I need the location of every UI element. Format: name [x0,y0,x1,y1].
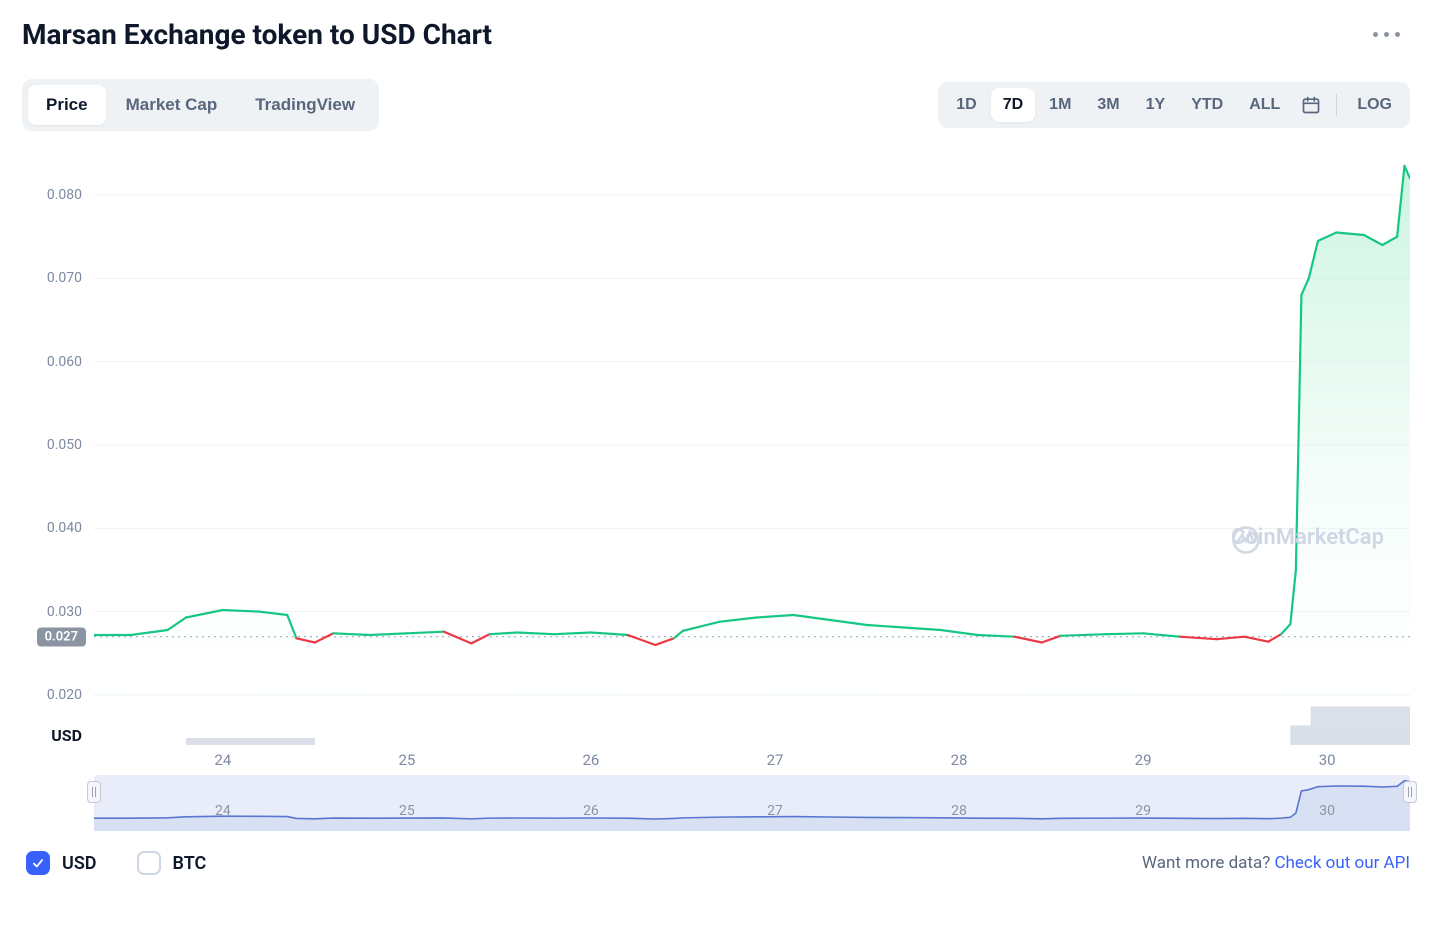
navigator-handle-left[interactable] [87,781,101,803]
api-promo: Want more data? Check out our API [1142,853,1410,873]
navigator-handle-right[interactable] [1403,781,1417,803]
navigator-tick-label: 30 [1319,803,1335,819]
toggle-usd[interactable]: USD [26,851,97,875]
range-1y[interactable]: 1Y [1134,88,1178,122]
range-1d[interactable]: 1D [944,88,988,122]
range-1m[interactable]: 1M [1037,88,1083,122]
range-3m[interactable]: 3M [1085,88,1131,122]
y-tick-label: 0.040 [47,520,82,536]
y-tick-label: 0.070 [47,270,82,286]
range-7d[interactable]: 7D [991,88,1035,122]
navigator-tick-label: 29 [1135,803,1151,819]
toggle-btc[interactable]: BTC [137,851,207,875]
navigator-tick-label: 26 [583,803,599,819]
y-tick-label: 0.080 [47,187,82,203]
y-tick-label: 0.060 [47,354,82,370]
x-tick-label: 26 [583,751,600,769]
y-tick-label: 0.050 [47,437,82,453]
chart-plot-area[interactable]: CoinMarketCap [94,145,1410,745]
y-tick-label: 0.030 [47,604,82,620]
more-menu-button[interactable] [1363,26,1410,43]
y-axis-unit: USD [51,726,82,745]
x-tick-label: 24 [214,751,231,769]
chart-mode-tabs: Price Market Cap TradingView [22,79,379,131]
x-tick-label: 25 [398,751,415,769]
checkbox-usd[interactable] [26,851,50,875]
price-chart: 0.027 USD 0.020 0.030 0.040 0.050 0.060 0.070… [22,145,1410,745]
x-tick-label: 30 [1319,751,1336,769]
tab-tradingview[interactable]: TradingView [237,85,373,125]
navigator-tick-label: 25 [399,803,415,819]
navigator-tick-label: 24 [215,803,231,819]
tab-marketcap[interactable]: Market Cap [108,85,236,125]
x-tick-label: 28 [951,751,968,769]
page-title: Marsan Exchange token to USD Chart [22,18,492,51]
range-all[interactable]: ALL [1237,88,1292,122]
reference-price-pill: 0.027 [37,627,86,646]
range-ytd[interactable]: YTD [1179,88,1235,122]
tab-price[interactable]: Price [28,85,106,125]
toggle-usd-label: USD [62,853,97,874]
navigator-tick-label: 28 [951,803,967,819]
checkbox-btc[interactable] [137,851,161,875]
x-tick-label: 27 [767,751,784,769]
currency-toggles: USD BTC [26,851,206,875]
toggle-btc-label: BTC [173,853,207,874]
y-axis: 0.027 USD 0.020 0.030 0.040 0.050 0.060 0.070… [22,145,94,745]
scale-log-button[interactable]: LOG [1345,88,1404,122]
chart-navigator[interactable]: 24 25 26 27 28 29 30 [94,775,1410,831]
navigator-tick-label: 27 [767,803,783,819]
x-tick-label: 29 [1135,751,1152,769]
y-tick-label: 0.020 [47,687,82,703]
api-link[interactable]: Check out our API [1274,853,1410,873]
calendar-icon[interactable] [1294,88,1328,122]
x-axis: 24 25 26 27 28 29 30 [94,745,1410,775]
time-range-tabs: 1D7D1M3M1YYTDALL LOG [938,82,1410,128]
